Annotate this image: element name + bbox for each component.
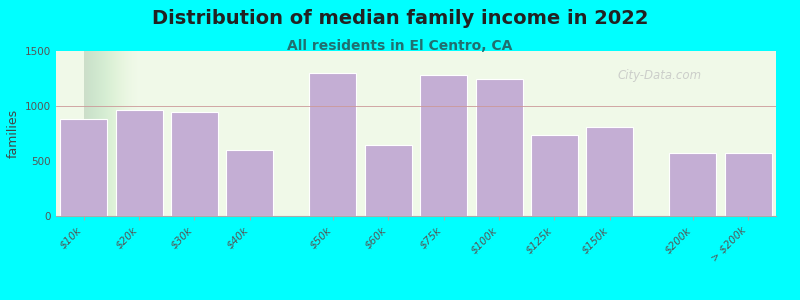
Bar	[60, 119, 107, 216]
Bar	[531, 135, 578, 216]
Bar	[310, 73, 357, 216]
Y-axis label: families: families	[6, 109, 19, 158]
Bar	[725, 153, 772, 216]
Bar	[670, 153, 717, 216]
Text: City-Data.com: City-Data.com	[618, 69, 702, 82]
Bar	[586, 127, 634, 216]
Bar	[365, 145, 412, 216]
Bar	[115, 110, 162, 216]
Text: All residents in El Centro, CA: All residents in El Centro, CA	[287, 39, 513, 53]
Bar	[475, 79, 522, 216]
Bar	[420, 75, 467, 216]
Bar	[226, 150, 274, 216]
Text: Distribution of median family income in 2022: Distribution of median family income in …	[152, 9, 648, 28]
Bar	[171, 112, 218, 216]
